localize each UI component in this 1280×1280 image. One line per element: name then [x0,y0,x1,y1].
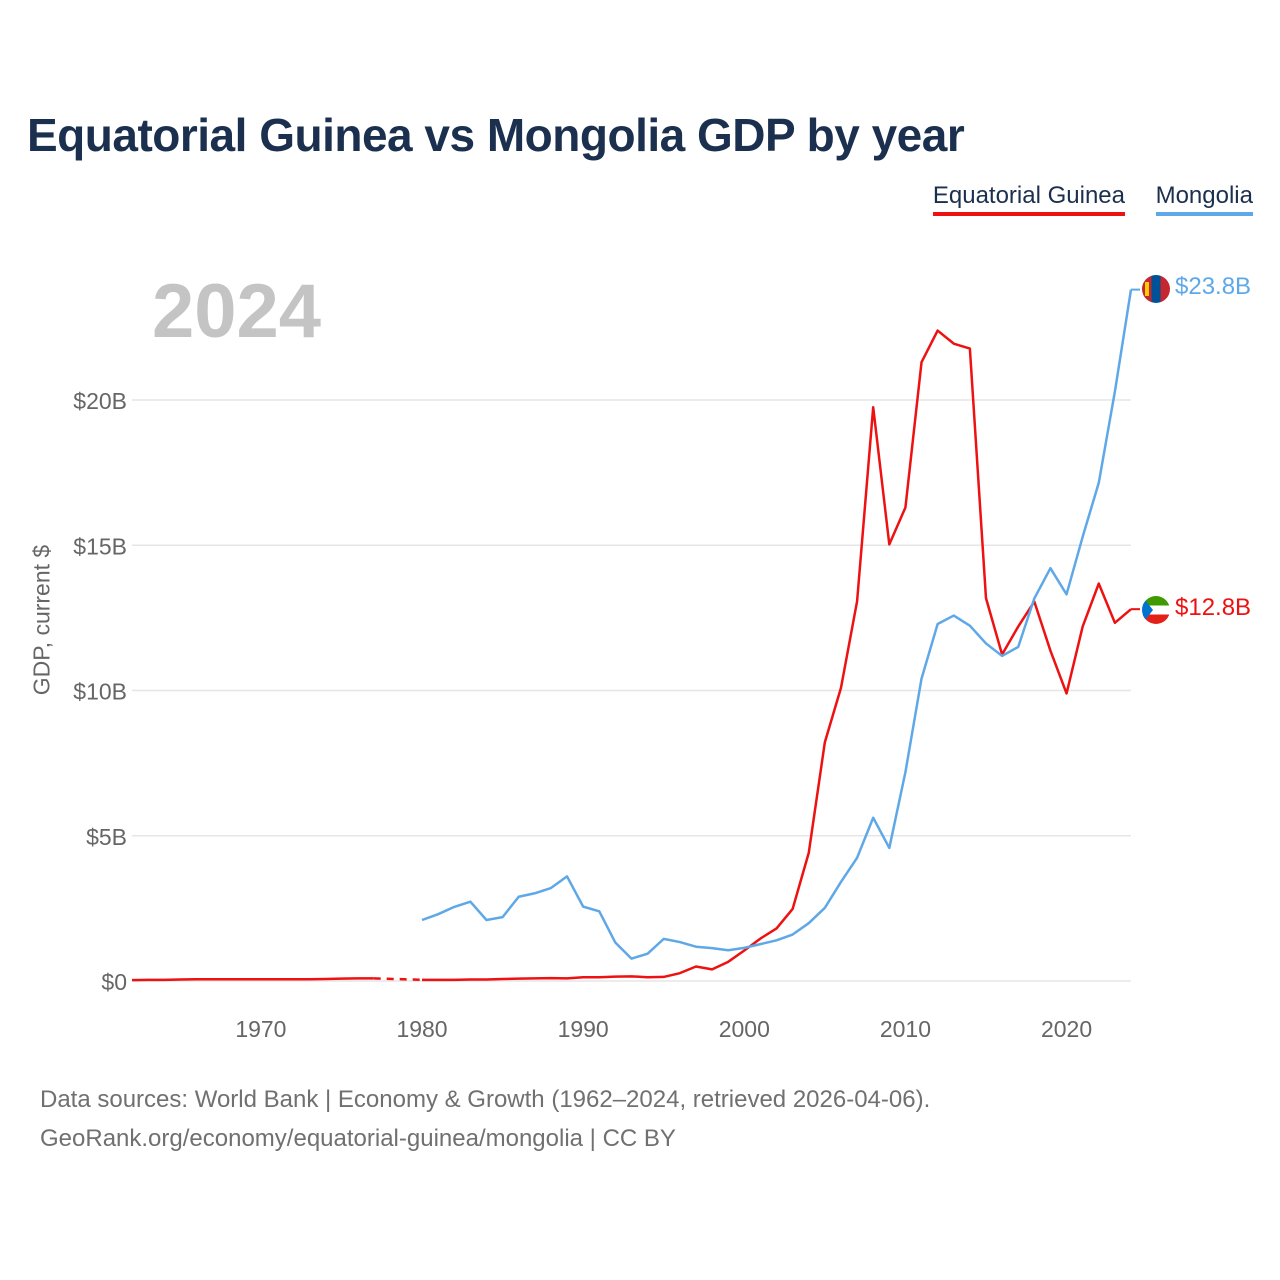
series-gap-equatorial-guinea [373,977,423,982]
data-source-note: Data sources: World Bank | Economy & Gro… [40,1086,931,1113]
x-tick-label: 2020 [1041,1016,1092,1042]
x-tick-label: 2000 [719,1016,770,1042]
legend-swatch-mongolia [1155,212,1253,216]
y-tick-label: $0 [101,969,127,995]
credit-link[interactable]: GeoRank.org/economy/equatorial-guinea/mo… [40,1125,676,1152]
y-tick-label: $10B [73,679,127,705]
grid-lines [132,399,1131,982]
series-lines [131,288,1140,982]
series-line-mongolia [421,289,1133,960]
year-label: 2024 [152,269,322,354]
mongolia-flag-icon [1142,275,1170,303]
x-tick-label: 1970 [235,1016,286,1042]
chart-title: Equatorial Guinea vs Mongolia GDP by yea… [27,109,965,161]
x-tick-label: 2010 [880,1016,931,1042]
legend-swatch-equatorial-guinea [932,212,1125,216]
y-tick-label: $15B [73,533,127,559]
x-tick-label: 1980 [396,1016,447,1042]
series-line-equatorial-guinea [422,329,1132,982]
equatorial-guinea-flag-icon [1142,596,1170,624]
end-label-mongolia: $23.8B [1175,273,1252,300]
legend-label-equatorial-guinea: Equatorial Guinea [932,182,1125,209]
end-label-equatorial-guinea: $12.8B [1175,594,1252,621]
legend-item-equatorial-guinea[interactable]: Equatorial Guinea [932,182,1125,216]
y-tick-label: $20B [73,388,127,414]
y-axis-ticks: $0 $5B $10B $15B $20B [73,388,127,995]
legend-item-mongolia[interactable]: Mongolia [1155,182,1253,216]
x-tick-label: 1990 [558,1016,609,1042]
x-axis-ticks: 1970 1980 1990 2000 2010 2020 [235,1016,1092,1042]
y-tick-label: $5B [86,824,127,850]
series-line-equatorial-guinea [131,977,374,982]
legend-label-mongolia: Mongolia [1155,182,1253,209]
